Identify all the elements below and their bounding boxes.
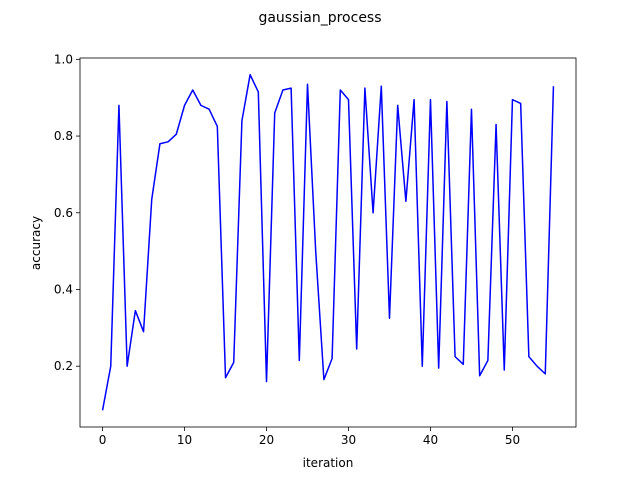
- x-tick-label: 50: [505, 433, 520, 447]
- y-tick-label: 0.4: [54, 282, 73, 296]
- x-tick-label: 20: [259, 433, 274, 447]
- x-axis-label: iteration: [303, 456, 354, 470]
- plot-area: 0 10 20 30 40 50 0.2 0.4 0.6 0.8 1.0: [54, 52, 577, 447]
- y-tick-label: 0.6: [54, 206, 73, 220]
- y-tick-label: 0.2: [54, 359, 73, 373]
- x-tick-label: 0: [99, 433, 107, 447]
- chart-title: gaussian_process: [258, 10, 381, 26]
- axes-frame: [79, 57, 577, 428]
- y-tick-label: 0.8: [54, 129, 73, 143]
- y-tick-label: 1.0: [54, 52, 73, 66]
- series-line-0: [101, 73, 555, 411]
- x-tick-label: 30: [341, 433, 356, 447]
- x-tick-label: 40: [423, 433, 438, 447]
- x-tick-label: 10: [177, 433, 192, 447]
- y-axis-label: accuracy: [29, 216, 43, 270]
